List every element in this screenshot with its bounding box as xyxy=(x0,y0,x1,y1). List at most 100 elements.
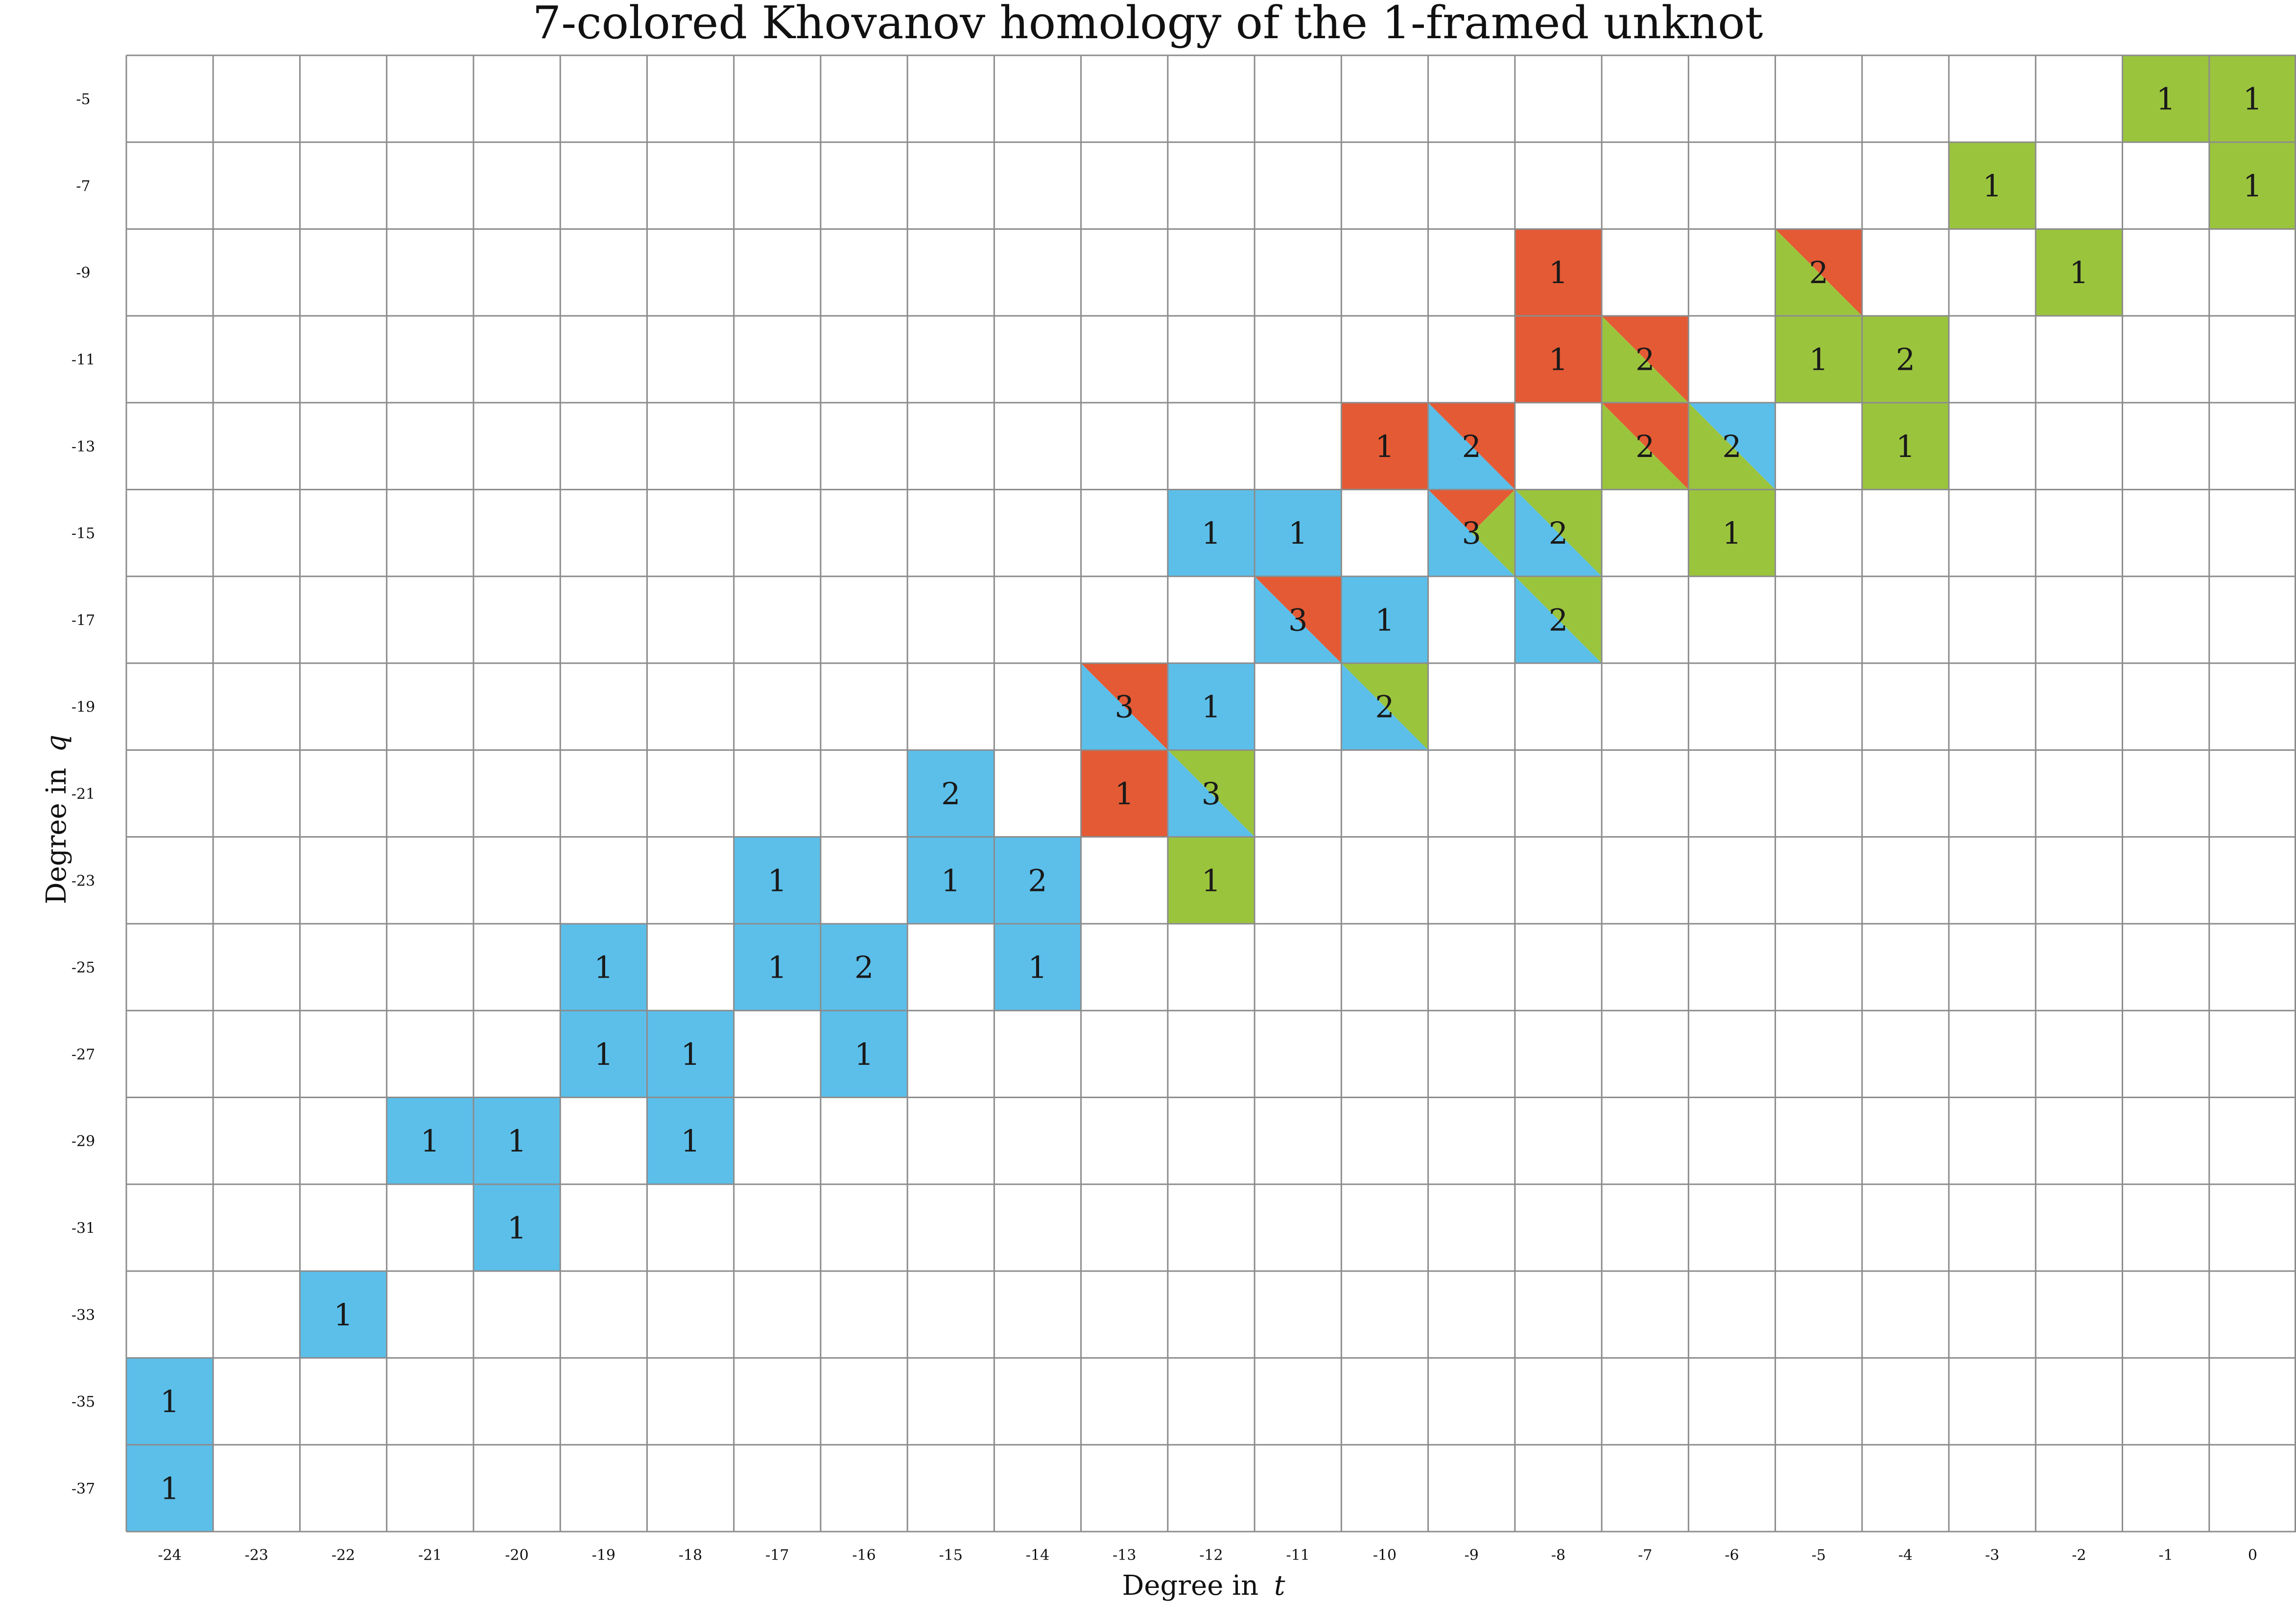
cell-value: 2 xyxy=(1549,515,1568,551)
x-tick-labels: -24 -23 -22 -21 -20 -19 -18 -17 -16 -15 -14 -13 -12-… xyxy=(158,1547,2257,1564)
x-tick-label: -23 xyxy=(245,1547,268,1564)
x-tick-label: -24 xyxy=(158,1547,181,1564)
x-axis-label-text: Degree in xyxy=(1122,1570,1258,1602)
cell-value: 1 xyxy=(681,1036,700,1072)
cell-fill-upper xyxy=(1688,403,1775,490)
cell-fill xyxy=(647,1010,734,1098)
y-tick-label: -11 xyxy=(71,352,95,369)
heatmap-cell xyxy=(907,750,994,837)
heatmap-cell xyxy=(1602,403,1689,490)
cell-fill xyxy=(907,750,994,837)
heatmap-cell xyxy=(1862,315,1949,403)
heatmap-cell xyxy=(1255,489,1342,576)
cell-fill-lower xyxy=(1428,403,1515,490)
y-tick-label: -23 xyxy=(71,872,95,889)
cell-fill xyxy=(734,923,821,1011)
cell-value: 1 xyxy=(768,950,787,985)
x-tick-label: -11 xyxy=(1286,1547,1310,1564)
cell-fill xyxy=(2036,229,2123,316)
heatmap-cell xyxy=(386,1097,473,1184)
x-tick-label: -1 xyxy=(2159,1547,2173,1564)
heatmap-cell xyxy=(1688,489,1775,576)
heatmap-cell xyxy=(1167,663,1255,750)
heatmap-cell xyxy=(907,837,994,924)
cell-fill xyxy=(1341,403,1428,490)
cell-fill xyxy=(1167,663,1255,750)
x-tick-label: -21 xyxy=(418,1547,442,1564)
cell-fill-right xyxy=(1471,489,1515,576)
cell-value: 1 xyxy=(1028,950,1047,985)
cell-fill-upper xyxy=(1515,576,1602,664)
heatmap-cell xyxy=(1341,403,1428,490)
cell-value: 1 xyxy=(421,1123,440,1159)
x-tick-label: -5 xyxy=(1812,1547,1826,1564)
x-tick-label: -10 xyxy=(1373,1547,1397,1564)
cell-value: 1 xyxy=(941,863,960,898)
heatmap-cell xyxy=(126,1358,213,1445)
cell-fill xyxy=(820,923,908,1011)
x-tick-label: -3 xyxy=(1985,1547,1999,1564)
heatmap-cell xyxy=(734,837,821,924)
cell-value: 1 xyxy=(1202,863,1221,898)
heatmap-cell xyxy=(1688,403,1775,490)
x-axis-label-variable: t xyxy=(1274,1570,1285,1602)
cell-fill xyxy=(820,1010,908,1098)
cell-fill-upper xyxy=(1081,663,1168,750)
cell-value: 1 xyxy=(681,1123,700,1159)
cell-value: 1 xyxy=(1375,429,1394,464)
cell-fill-lower xyxy=(1255,576,1342,664)
heatmap-cell xyxy=(647,1097,734,1184)
cell-fill xyxy=(560,1010,647,1098)
x-tick-label: -8 xyxy=(1551,1547,1565,1564)
x-tick-label: -12 xyxy=(1199,1547,1223,1564)
heatmap-cell xyxy=(647,1010,734,1098)
cell-fill-lower xyxy=(1775,229,1862,316)
cell-value: 1 xyxy=(160,1470,179,1506)
cell-fill-upper xyxy=(1255,576,1342,664)
cell-values-layer: 1 1 1 1 1 2 1 1 2 1 2 1 2 2 2 1 1 1 3 2 1 3 1 2 3 1 2 2 1 3 1 1 2 1 1 1 2 1 1 1… xyxy=(160,81,2262,1507)
heatmap-cell xyxy=(2209,142,2296,229)
cell-fill xyxy=(126,1444,213,1532)
y-tick-label: -19 xyxy=(71,699,95,716)
heatmap-cell xyxy=(820,923,908,1011)
heatmap-cell xyxy=(1167,750,1255,837)
cell-fill xyxy=(300,1271,387,1358)
cell-value: 2 xyxy=(1375,689,1394,725)
cell-fill-upper xyxy=(1775,229,1862,316)
cell-fill-upper xyxy=(1515,489,1602,576)
heatmap-cell xyxy=(1515,489,1602,576)
cell-fill-lower xyxy=(1515,489,1602,576)
cell-fill xyxy=(386,1097,473,1184)
cell-value: 2 xyxy=(1722,429,1741,464)
x-tick-label: -19 xyxy=(592,1547,615,1564)
heatmap-cell xyxy=(1081,663,1168,750)
cell-fill xyxy=(994,837,1081,924)
cell-value: 1 xyxy=(2243,168,2262,204)
heatmap-cell xyxy=(1602,315,1689,403)
cell-fill xyxy=(1081,750,1168,837)
cell-value: 1 xyxy=(1722,515,1741,551)
x-tick-label: -22 xyxy=(331,1547,355,1564)
cell-fill-lower xyxy=(1167,750,1255,837)
x-tick-label: -15 xyxy=(939,1547,963,1564)
heatmap-cell xyxy=(1428,403,1515,490)
cell-value: 1 xyxy=(1375,602,1394,638)
cell-value: 1 xyxy=(1549,255,1568,290)
cell-fill-top xyxy=(1428,489,1515,533)
cell-value: 1 xyxy=(1202,515,1221,551)
cell-fill xyxy=(2209,142,2296,229)
y-tick-labels: -5 -7 -9 -11 -13 -15 -17 -19 -21 -23 -25 -27 -29 -31 -… xyxy=(71,91,95,1498)
cell-value: 1 xyxy=(1549,342,1568,378)
cell-fill xyxy=(2209,55,2296,143)
heatmap-cell xyxy=(734,923,821,1011)
cell-value: 1 xyxy=(854,1036,874,1072)
cell-value: 1 xyxy=(1896,429,1915,464)
heatmap-cell xyxy=(1428,489,1515,576)
x-axis-label: Degree in t xyxy=(1122,1570,1285,1602)
cell-fill-lower xyxy=(1081,663,1168,750)
cell-fill xyxy=(1515,315,1602,403)
cell-fill-lower xyxy=(1602,315,1689,403)
heatmap-cell xyxy=(1341,663,1428,750)
cell-value: 2 xyxy=(1028,863,1047,898)
